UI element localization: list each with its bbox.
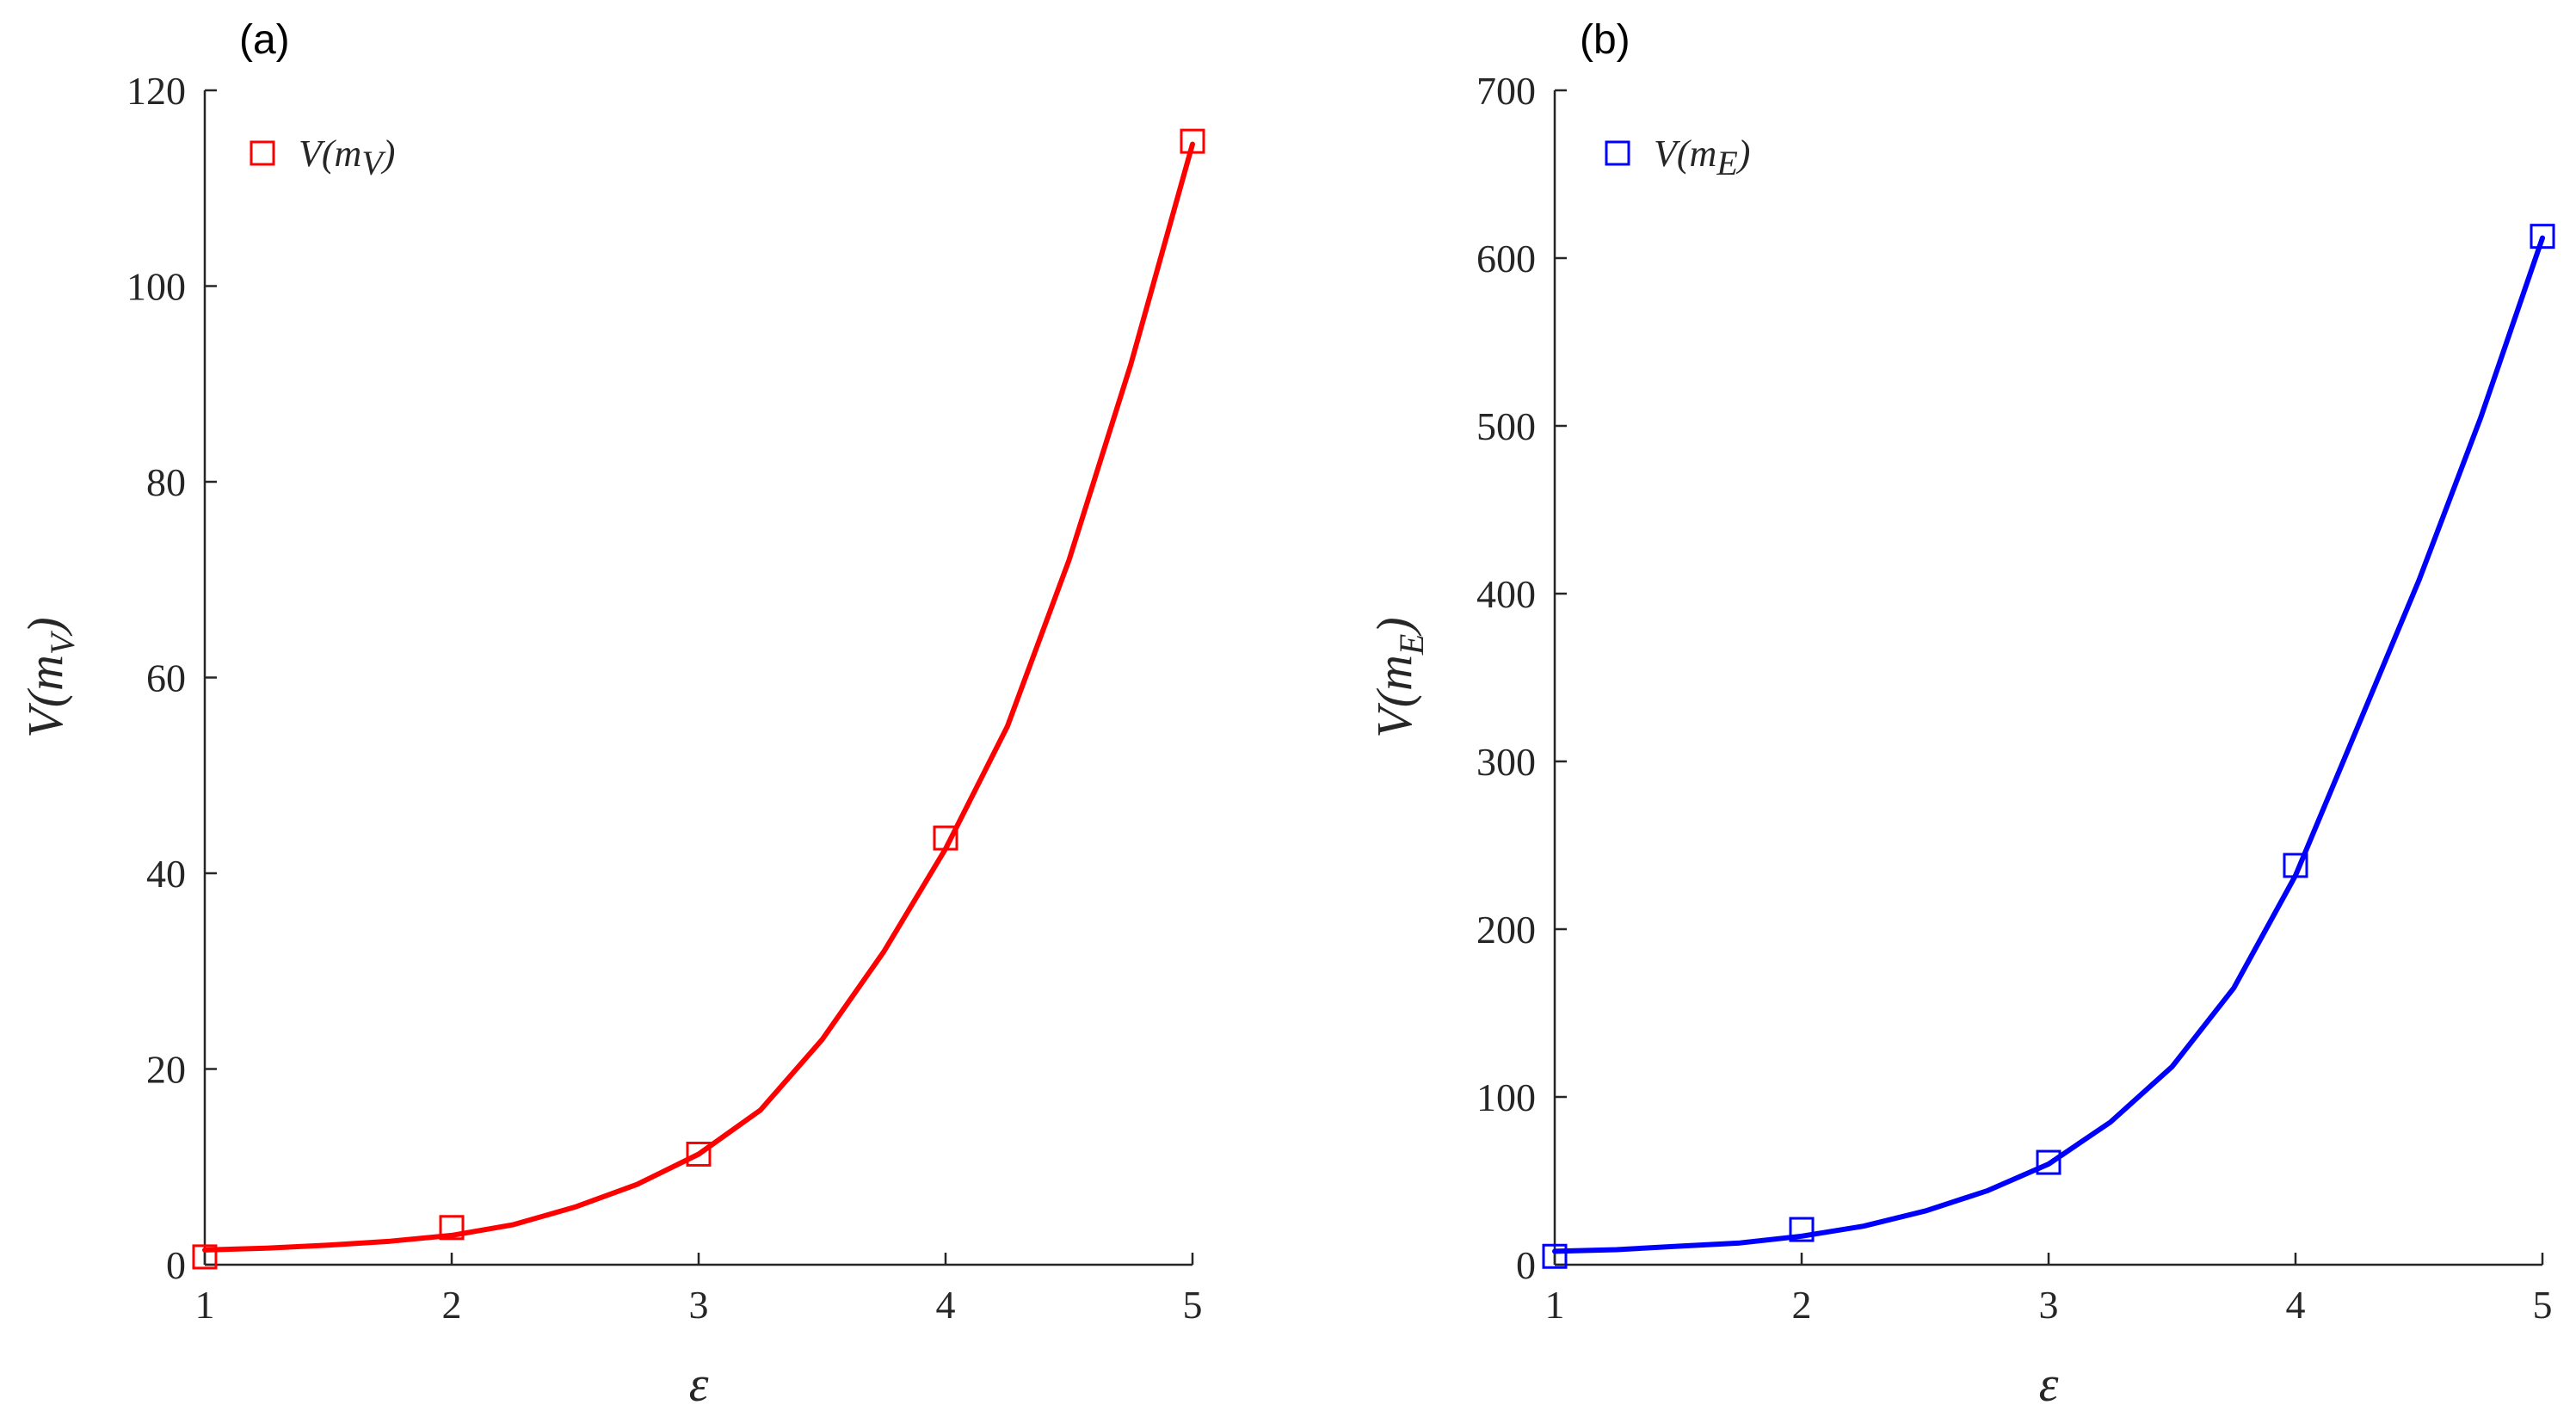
data-point-marker — [1542, 1243, 1568, 1269]
y-tick-label: 40 — [146, 852, 186, 896]
y-tick-label: 20 — [146, 1048, 186, 1092]
y-tick-label: 0 — [166, 1243, 186, 1287]
y-tick-label: 200 — [1476, 908, 1536, 952]
y-tick-label: 80 — [146, 460, 186, 504]
y-tick-label: 100 — [126, 265, 186, 309]
data-point-marker — [686, 1141, 712, 1167]
legend-label: V(mE) — [1654, 132, 1750, 182]
legend-label-close: ) — [380, 132, 396, 175]
y-axis-label-close: ) — [17, 617, 73, 636]
y-axis-label-main: V(m — [1366, 655, 1422, 738]
data-point-marker — [2283, 853, 2308, 878]
y-tick-label: 700 — [1476, 69, 1536, 113]
y-axis-label-subscript: E — [1392, 634, 1431, 656]
y-axis-label: V(mV) — [17, 617, 82, 737]
data-point-marker — [1180, 128, 1205, 154]
y-tick-label: 60 — [146, 656, 186, 700]
legend-label-main: V(m — [1654, 132, 1716, 175]
y-axis-label-subscript: V — [43, 630, 82, 655]
x-tick-label: 3 — [689, 1283, 709, 1327]
x-tick-label: 2 — [442, 1283, 462, 1327]
x-tick-label: 3 — [2039, 1283, 2059, 1327]
y-axis-label-main: V(m — [17, 655, 73, 738]
data-point-marker — [192, 1244, 218, 1270]
data-point-marker — [439, 1215, 465, 1241]
legend-label: V(mV) — [299, 132, 395, 182]
y-tick-label: 0 — [1516, 1243, 1536, 1287]
panel-tag: (b) — [1580, 17, 1630, 63]
y-tick-label: 120 — [126, 69, 186, 113]
data-point-marker — [1789, 1217, 1815, 1242]
data-point-marker — [933, 825, 958, 851]
x-tick-label: 4 — [936, 1283, 956, 1327]
legend-marker — [250, 140, 275, 166]
x-axis-label: ε — [689, 1356, 709, 1412]
legend-label-main: V(m — [299, 132, 361, 175]
y-axis-label-close: ) — [1366, 617, 1422, 636]
x-tick-label: 5 — [2533, 1283, 2553, 1327]
panel-tag: (a) — [239, 17, 290, 63]
legend-label-close: ) — [1735, 132, 1751, 175]
x-tick-label: 1 — [1545, 1283, 1565, 1327]
fit-curve — [1552, 235, 2545, 1254]
y-axis-label: V(mE) — [1366, 617, 1431, 737]
x-tick-label: 5 — [1183, 1283, 1203, 1327]
fit-curve — [202, 141, 1195, 1253]
y-tick-label: 100 — [1476, 1075, 1536, 1119]
data-point-marker — [2530, 224, 2555, 250]
legend-label-subscript: V — [361, 144, 386, 182]
y-tick-label: 500 — [1476, 404, 1536, 448]
x-tick-label: 4 — [2286, 1283, 2306, 1327]
y-tick-label: 300 — [1476, 740, 1536, 784]
data-point-marker — [2036, 1149, 2061, 1175]
x-tick-label: 2 — [1792, 1283, 1812, 1327]
y-tick-label: 600 — [1476, 237, 1536, 280]
x-tick-label: 1 — [195, 1283, 215, 1327]
x-axis-label: ε — [2039, 1356, 2059, 1412]
legend-label-subscript: E — [1716, 144, 1737, 182]
y-tick-label: 400 — [1476, 572, 1536, 616]
legend-marker — [1605, 140, 1630, 166]
